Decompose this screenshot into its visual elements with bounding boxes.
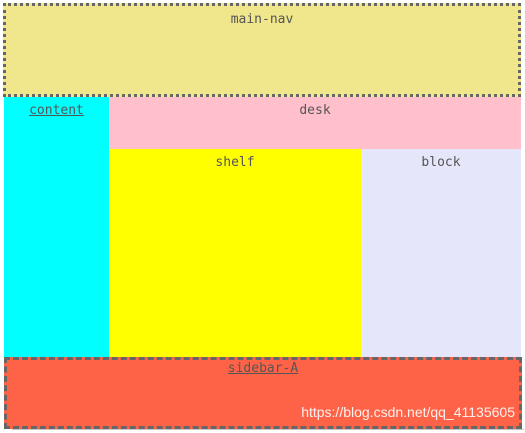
main-nav-label: main-nav [6,6,518,28]
watermark-text: https://blog.csdn.net/qq_41135605 [301,404,515,420]
block-region: block [361,149,521,357]
content-link[interactable]: content [4,97,109,119]
block-label: block [361,149,521,171]
sidebar-a-link[interactable]: sidebar-A [7,360,519,377]
shelf-region: shelf [109,149,361,357]
bottom-divider [12,429,524,430]
content-region: content [4,97,109,357]
shelf-label: shelf [109,149,361,171]
desk-label: desk [109,97,521,119]
desk-region: desk [109,97,521,149]
main-nav-region: main-nav [3,3,521,97]
